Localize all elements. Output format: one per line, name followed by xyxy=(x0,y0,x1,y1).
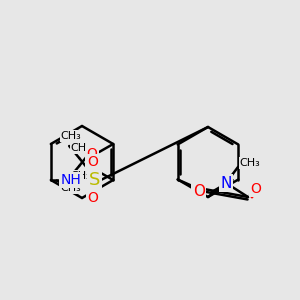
Text: CH₂: CH₂ xyxy=(71,143,92,153)
Text: CH₃: CH₃ xyxy=(240,158,260,168)
Text: S: S xyxy=(89,171,100,189)
Text: N: N xyxy=(220,176,232,190)
Text: CH₃: CH₃ xyxy=(61,131,82,141)
Text: NH: NH xyxy=(60,173,81,187)
Text: O: O xyxy=(87,155,98,169)
Text: O: O xyxy=(87,191,98,205)
Text: CH₂: CH₂ xyxy=(71,171,92,181)
Text: O: O xyxy=(87,147,98,161)
Text: O: O xyxy=(250,182,261,196)
Text: O: O xyxy=(193,184,205,199)
Text: CH₃: CH₃ xyxy=(61,183,82,193)
Text: O: O xyxy=(87,163,98,177)
